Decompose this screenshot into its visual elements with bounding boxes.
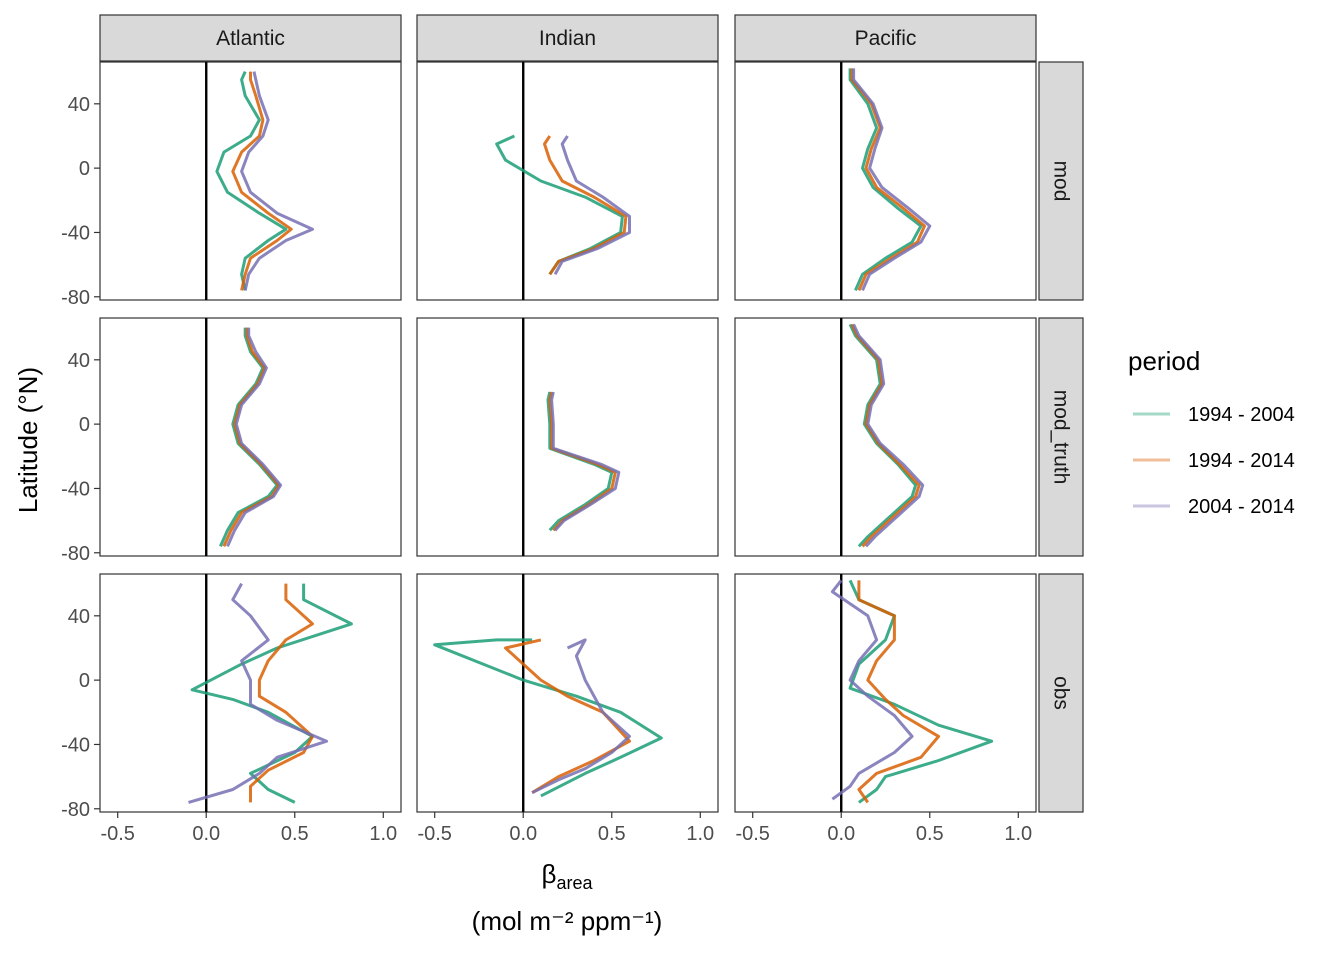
series-line-1994-2014 [231,71,293,291]
strip-mod-truth-bg [1038,317,1084,557]
y-tick-label: 40 [68,606,90,628]
series-line-1994-2014 [857,580,941,804]
x-tick-label: -0.5 [100,823,134,845]
x-tick-label: 0.0 [192,823,220,845]
panel-atlantic-obs [99,573,402,813]
series-line-1994-2004 [215,70,288,291]
y-tick-label: -40 [61,734,90,756]
y-tick-label: -80 [61,287,90,309]
strip-atlantic-bg [99,14,402,62]
y-tick-label: -80 [61,543,90,565]
panel-border [734,573,1037,813]
series-line-2004-2014 [226,327,283,548]
x-axis-pacific: -0.5 0.0 0.5 1.0 [735,812,1032,845]
x-axis-title-symbol: β [542,859,557,889]
x-axis-atlantic: -0.5 0.0 0.5 1.0 [100,812,397,845]
x-axis-title: βarea [542,859,594,893]
strip-pacific-bg [734,14,1037,62]
y-tick-label: 0 [79,414,90,436]
legend-item-1994-2004: 1994 - 2004 [1133,404,1295,426]
series-line-2004-2014 [553,135,631,276]
strip-indian-bg [416,14,719,62]
strip-label-atlantic: Atlantic [216,27,285,50]
legend-item-2004-2014: 2004 - 2014 [1133,496,1295,518]
x-tick-label: 0.0 [509,823,537,845]
panel-atlantic-mod-truth [99,317,402,557]
x-tick-label: 0.5 [281,823,309,845]
panel-pacific-mod [734,61,1037,301]
y-tick-label: 0 [79,670,90,692]
x-tick-label: 0.5 [598,823,626,845]
legend-label: 2004 - 2014 [1188,496,1295,518]
panel-pacific-mod-truth [734,317,1037,557]
strip-label-mod: mod [1050,161,1073,202]
panel-pacific-obs [734,573,1037,813]
x-tick-label: 1.0 [686,823,714,845]
strip-label-mod-truth: mod_truth [1050,390,1073,485]
x-tick-label: 0.5 [916,823,944,845]
series-line-2004-2014 [550,391,621,532]
panel-border [734,317,1037,557]
panel-layer [99,61,1037,813]
strip-mod-bg [1038,61,1084,301]
y-axis-mod-truth: -80 -40 0 40 [61,350,100,565]
x-axis-indian: -0.5 0.0 0.5 1.0 [417,812,714,845]
x-tick-label: -0.5 [735,823,769,845]
y-tick-label: -40 [61,222,90,244]
x-tick-label: -0.5 [417,823,451,845]
y-axis-mod: -80 -40 0 40 [61,94,100,309]
y-tick-label: 40 [68,94,90,116]
legend-label: 1994 - 2014 [1188,450,1295,472]
strip-obs-bg [1038,573,1084,813]
x-axis-title-subscript: area [556,873,593,893]
panel-indian-mod-truth [416,317,719,557]
strip-label-pacific: Pacific [855,27,917,50]
legend: period 1994 - 2004 1994 - 2014 2004 - 2014 [1128,346,1295,518]
series-line-1994-2004 [190,583,353,804]
x-tick-label: 1.0 [1004,823,1032,845]
y-axis-obs: -80 -40 0 40 [61,606,100,821]
x-tick-label: 0.0 [827,823,855,845]
y-tick-label: 0 [79,158,90,180]
strip-label-indian: Indian [539,27,596,50]
series-line-2004-2014 [240,71,314,291]
x-tick-label: 1.0 [369,823,397,845]
series-line-1994-2014 [222,327,281,548]
y-tick-label: -80 [61,799,90,821]
series-line-2004-2014 [531,638,631,795]
legend-items: 1994 - 2004 1994 - 2014 2004 - 2014 [1133,404,1295,518]
y-axes: -80 -40 0 40 -80 -40 0 40 -80 -40 0 40 [61,94,100,821]
panel-border [416,317,719,557]
series-line-2004-2014 [188,582,329,804]
series-line-2004-2014 [852,323,925,548]
x-axes: -0.5 0.0 0.5 1.0 -0.5 0.0 0.5 1.0 -0.5 0.0 0.5 1.0 [100,812,1032,845]
y-tick-label: -40 [61,478,90,500]
series-line-1994-2014 [249,583,314,803]
column-strips: Atlantic Indian Pacific [99,14,1037,62]
panel-atlantic-mod [99,61,402,301]
panel-indian-mod [416,61,719,301]
panel-indian-obs [416,573,719,813]
series-line-2004-2014 [852,68,932,292]
series-line-2004-2014 [830,579,914,801]
legend-title: period [1128,346,1200,376]
panel-border [99,61,402,301]
series-line-1994-2004 [848,68,923,292]
legend-item-1994-2014: 1994 - 2014 [1133,450,1295,472]
panel-border [99,317,402,557]
legend-label: 1994 - 2004 [1188,404,1295,426]
y-axis-title: Latitude (°N) [13,367,43,513]
y-tick-label: 40 [68,350,90,372]
x-axis-units: (mol m⁻² ppm⁻¹) [472,906,663,936]
panel-border [416,61,719,301]
strip-label-obs: obs [1050,676,1073,710]
